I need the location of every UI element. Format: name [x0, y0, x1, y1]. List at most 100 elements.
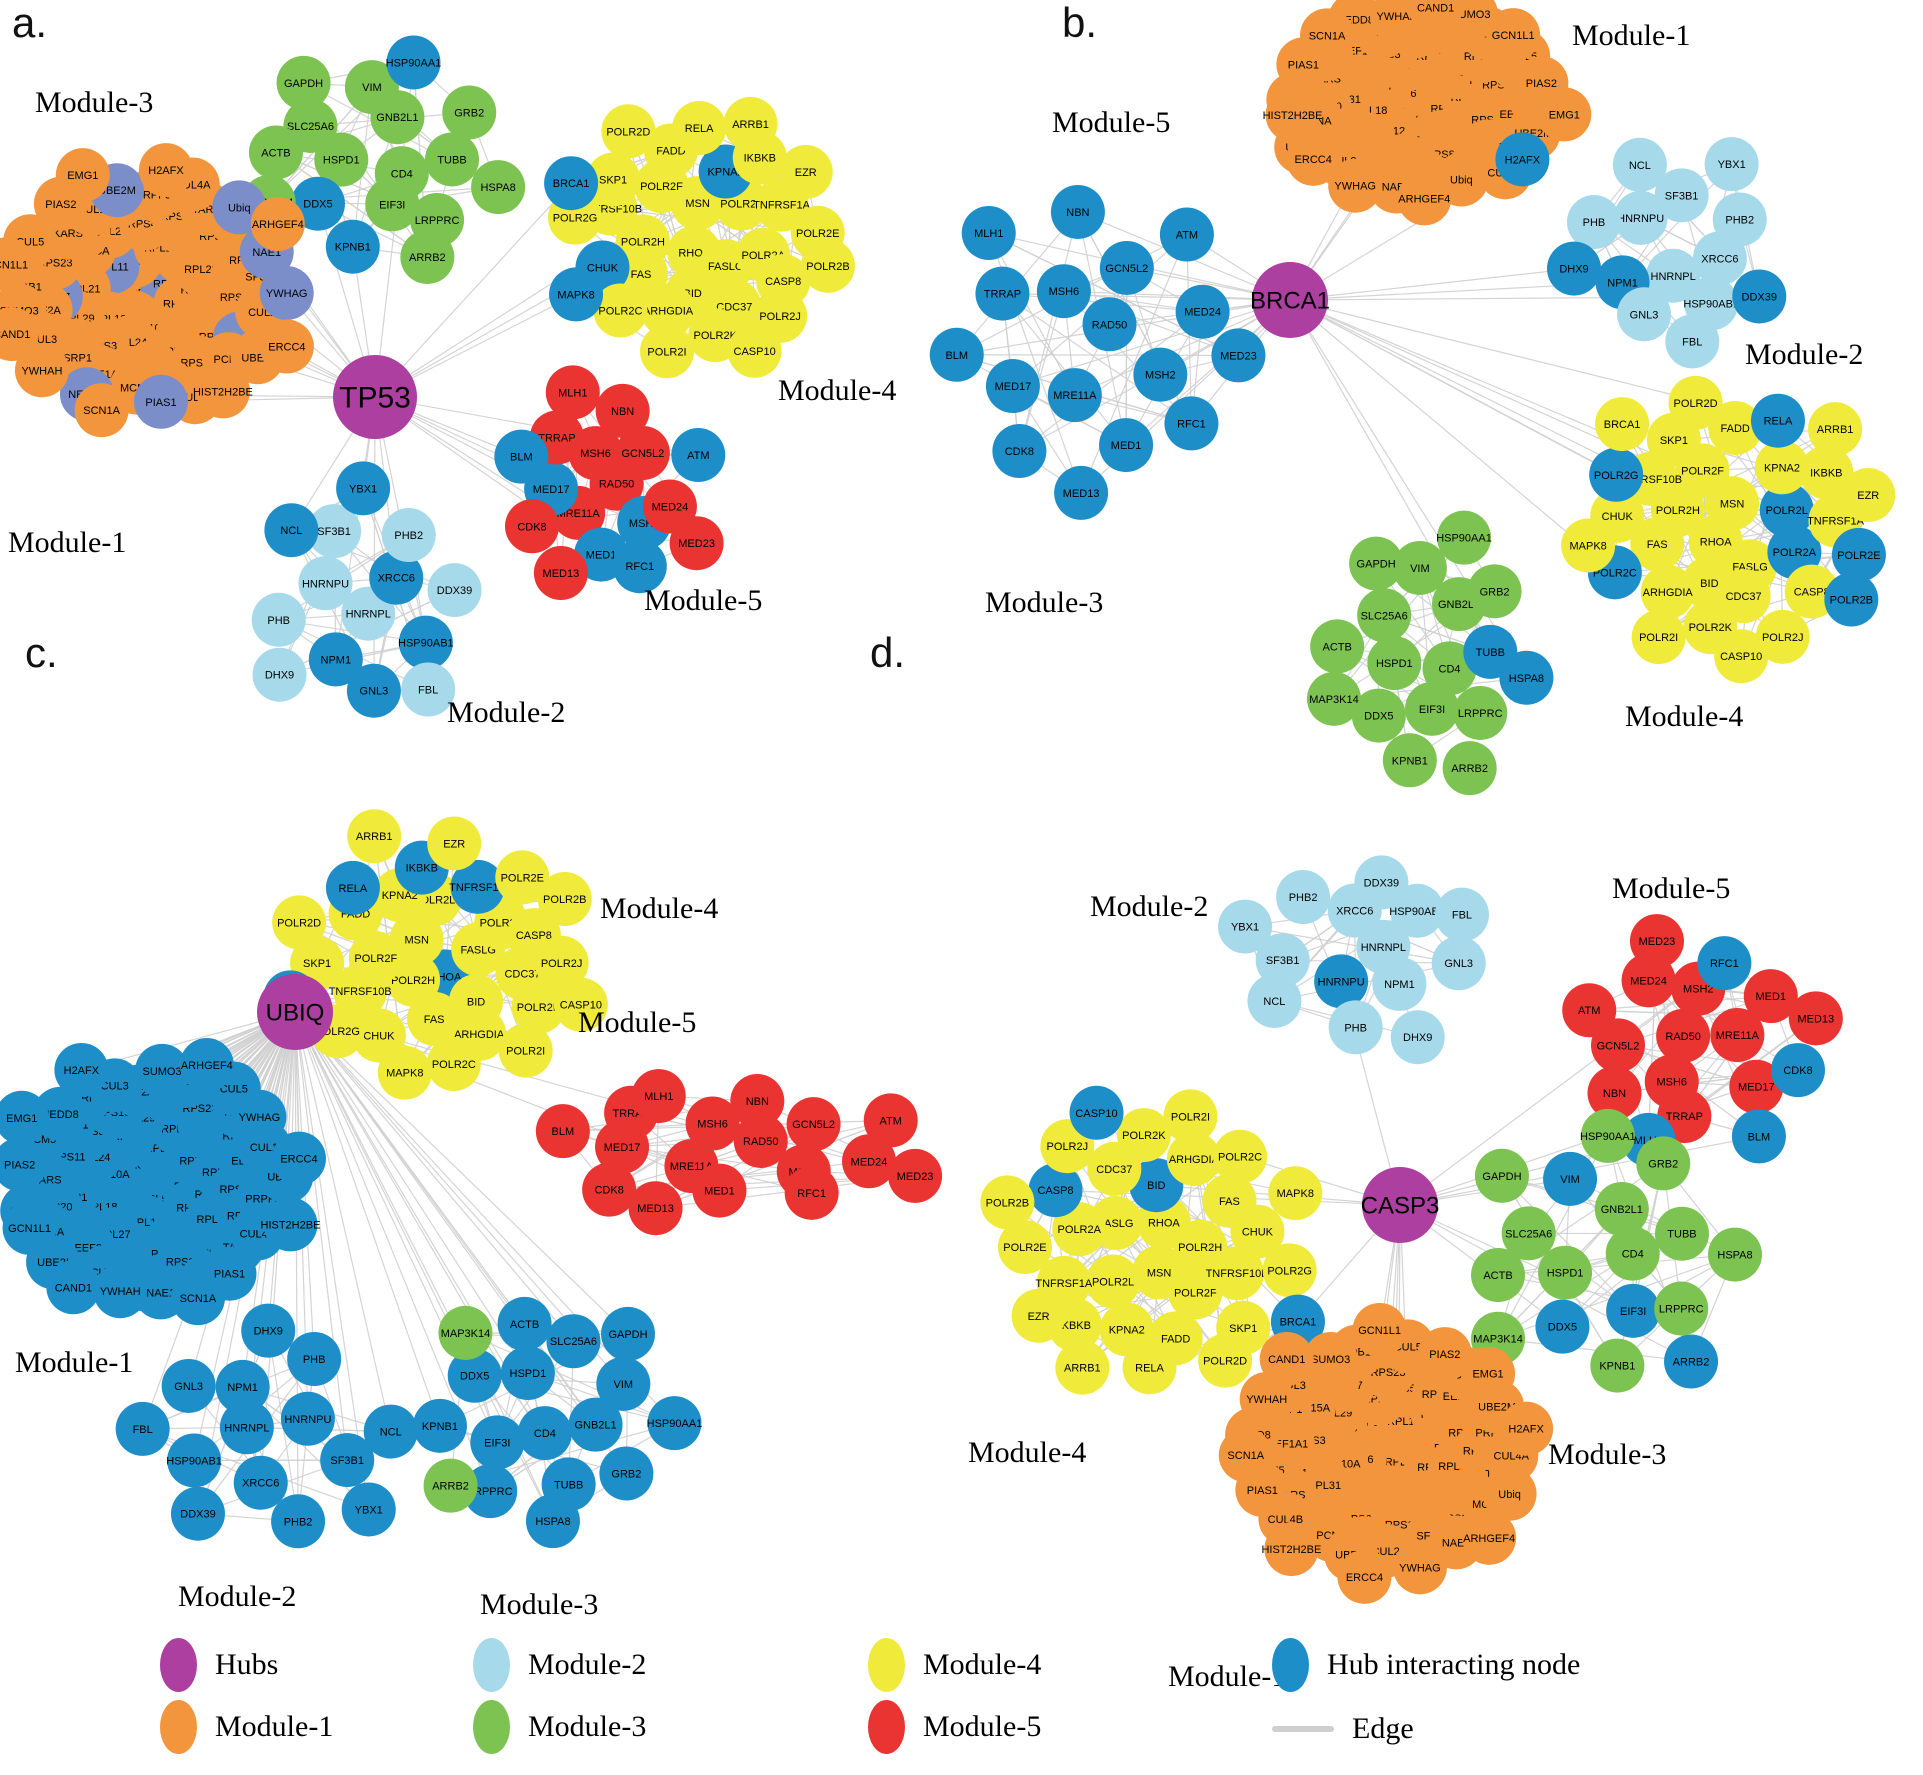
gene-node-circle	[377, 1045, 432, 1100]
hubs-swatch-icon	[160, 1638, 197, 1692]
gene-node-label: CHUK	[1242, 1227, 1274, 1239]
gene-node-SCN1A: SCN1A	[170, 1271, 225, 1326]
gene-node-POLR2B: POLR2B	[537, 872, 592, 927]
gene-node-circle	[241, 1303, 296, 1358]
gene-node-label: ARHGEF4	[1398, 193, 1450, 205]
gene-node-label: ACTB	[1483, 1270, 1512, 1282]
hub-node-UBIQ: UBIQ	[257, 974, 333, 1050]
gene-node-label: MLH1	[644, 1091, 673, 1103]
gene-node-label: NEDD8	[41, 1109, 78, 1121]
gene-node-GCN5L2: GCN5L2	[615, 426, 670, 481]
gene-node-circle	[601, 1306, 656, 1361]
gene-node-circle	[961, 205, 1016, 260]
gene-node-NCL: NCL	[363, 1404, 418, 1459]
gene-node-circle	[888, 1148, 943, 1203]
gene-node-FAS: FAS	[1630, 517, 1685, 572]
gene-node-circle	[1099, 240, 1154, 295]
gene-node-label: SCN1A	[1309, 30, 1346, 42]
gene-node-YWHAG: YWHAG	[259, 266, 314, 321]
gene-node-label: H2AFX	[64, 1065, 100, 1077]
gene-node-label: EIF3I	[484, 1437, 510, 1449]
gene-node-label: SF3B1	[1665, 190, 1699, 202]
gene-node-label: ACTB	[510, 1319, 539, 1331]
gene-node-label: HSPD1	[323, 155, 360, 167]
gene-node-EMG1: EMG1	[55, 148, 110, 203]
hub-node-TP53: TP53	[333, 355, 417, 439]
gene-node-CD4: CD4	[517, 1406, 572, 1461]
gene-node-circle	[1055, 1340, 1110, 1395]
gene-node-label: FBL	[1682, 336, 1702, 348]
gene-node-label: ATM	[1578, 1005, 1600, 1017]
gene-node-NPM1: NPM1	[308, 632, 363, 687]
hub-label: UBIQ	[266, 999, 325, 1026]
gene-node-LRPPRC: LRPPRC	[1453, 685, 1508, 740]
gene-node-circle	[1461, 1346, 1516, 1401]
gene-node-circle	[497, 1296, 552, 1351]
gene-node-circle	[1606, 1283, 1661, 1338]
gene-node-POLR2E: POLR2E	[495, 850, 550, 905]
gene-node-circle	[863, 1093, 918, 1148]
gene-node-circle	[685, 1096, 740, 1151]
gene-node-label: MSH6	[1656, 1077, 1687, 1089]
gene-node-RFC1: RFC1	[1697, 936, 1752, 991]
gene-node-circle	[280, 1391, 335, 1446]
gene-node-label: RFC1	[1177, 418, 1206, 430]
gene-node-CAND1: CAND1	[1259, 1332, 1314, 1387]
gene-node-SLC25A6: SLC25A6	[1501, 1206, 1556, 1261]
module-label-b-module-5: Module-5	[1052, 106, 1170, 139]
gene-node-label: CASP10	[1720, 651, 1762, 663]
gene-node-circle	[1543, 1151, 1598, 1206]
gene-node-circle	[1664, 1334, 1719, 1389]
gene-node-ARHGDIA: ARHGDIA	[1166, 1131, 1221, 1186]
panel-b: RPL3RPL5RPL6RPL7RPL7ARPL8RPL9RPL10ARPL11…	[929, 0, 1896, 796]
gene-node-label: POLR2I	[506, 1046, 545, 1058]
gene-node-SF3B1: SF3B1	[320, 1433, 375, 1488]
gene-node-FBL: FBL	[1434, 887, 1489, 942]
panel-c: RHOAMSNFASLGPOLR2HPOLR2LBIDPOLR2FPOLR2AF…	[0, 809, 943, 1621]
gene-node-label: MRE11A	[1716, 1030, 1760, 1042]
gene-node-label: MED17	[604, 1142, 641, 1154]
gene-node-label: DHX9	[1559, 264, 1588, 276]
gene-node-PHB: PHB	[251, 592, 306, 647]
gene-node-circle	[615, 426, 670, 481]
gene-node-circle	[1471, 1248, 1526, 1303]
gene-node-YWHAG: YWHAG	[1328, 158, 1383, 213]
gene-node-label: UBE2M	[98, 185, 136, 197]
gene-node-label: MSH2	[1683, 984, 1714, 996]
gene-node-RFC1: RFC1	[1164, 396, 1219, 451]
gene-node-label: MED23	[1639, 936, 1676, 948]
gene-node-GRB2: GRB2	[442, 85, 497, 140]
gene-node-POLR2D: POLR2D	[1198, 1333, 1253, 1388]
gene-node-circle	[1824, 572, 1879, 627]
gene-node-circle	[1665, 314, 1720, 369]
gene-node-PHB2: PHB2	[381, 508, 436, 563]
gene-node-circle	[1372, 956, 1427, 1011]
gene-node-label: POLR2C	[432, 1059, 476, 1071]
gene-node-PHB: PHB	[1566, 195, 1621, 250]
gene-node-circle	[407, 991, 462, 1046]
gene-node-circle	[997, 1220, 1052, 1275]
gene-node-ARHGEF4: ARHGEF4	[179, 1038, 234, 1093]
gene-node-BRCA1: BRCA1	[1595, 397, 1650, 452]
gene-node-circle	[320, 1433, 375, 1488]
gene-node-POLR2K: POLR2K	[1116, 1108, 1171, 1163]
gene-node-NBN: NBN	[1587, 1066, 1642, 1121]
gene-node-circle	[498, 1023, 553, 1078]
gene-node-circle	[195, 364, 250, 419]
gene-node-label: SUMO3	[1311, 1354, 1350, 1366]
gene-node-CASP8: CASP8	[1028, 1163, 1083, 1218]
gene-node-circle	[325, 219, 380, 274]
gene-node-circle	[533, 546, 588, 601]
gene-node-BLM: BLM	[494, 429, 549, 484]
gene-node-label: NCL	[380, 1427, 402, 1439]
gene-node-label: MED1	[1755, 991, 1786, 1003]
gene-node-circle	[1501, 1206, 1556, 1261]
gene-node-HSP90AB1: HSP90AB1	[398, 615, 454, 670]
gene-node-RELA: RELA	[1122, 1340, 1177, 1395]
gene-node-label: PHB	[1583, 217, 1606, 229]
gene-node-NCL: NCL	[1612, 137, 1667, 192]
gene-node-POLR2B: POLR2B	[1824, 572, 1879, 627]
gene-node-label: CAND1	[0, 329, 30, 341]
gene-node-circle	[1357, 588, 1412, 643]
